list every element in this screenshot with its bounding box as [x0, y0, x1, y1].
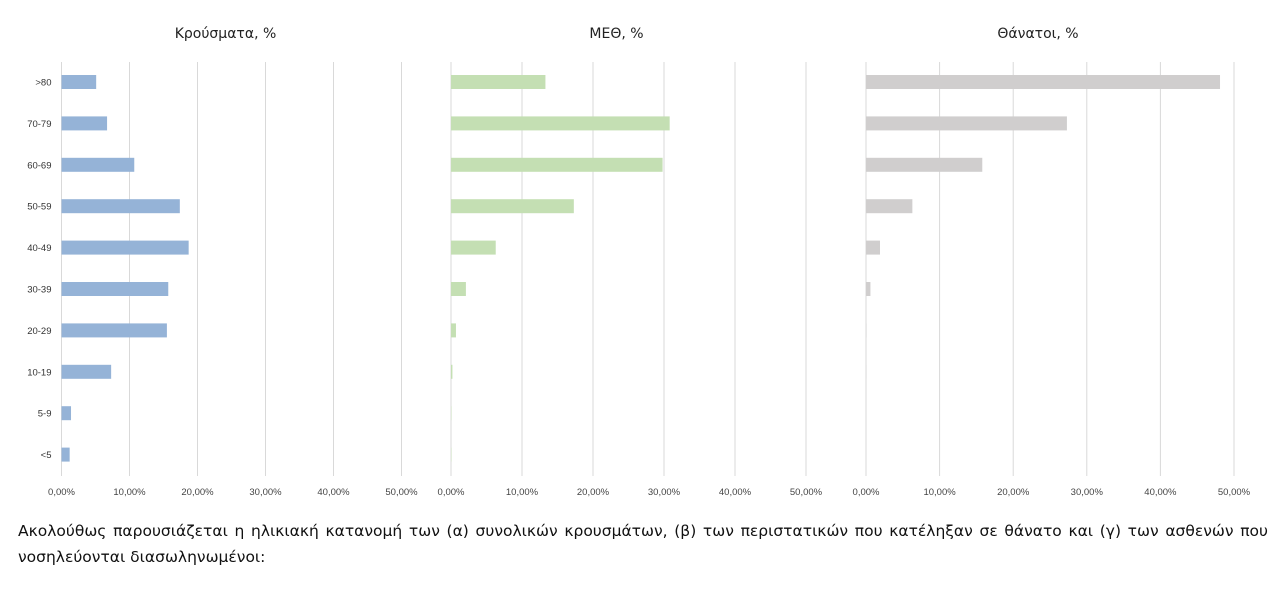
bar-5_9 [61, 406, 72, 421]
bar-_80 [451, 75, 546, 89]
bar-60_69 [866, 157, 983, 172]
x-tick-label: 0,00% [853, 487, 880, 498]
bar-40_49 [61, 240, 189, 255]
x-tick-label: 50,00% [385, 487, 418, 498]
bar-_5 [61, 447, 70, 462]
x-tick-label: 50,00% [790, 487, 823, 498]
x-tick-label: 20,00% [181, 487, 214, 498]
x-tick-label: 20,00% [577, 487, 610, 498]
x-tick-label: 10,00% [506, 487, 539, 498]
bar-40_49 [866, 240, 880, 255]
bar-30_39 [866, 282, 871, 296]
x-tick-label: 40,00% [719, 487, 752, 498]
x-tick-label: 20,00% [997, 487, 1030, 498]
bar-60_69 [451, 157, 663, 172]
bar-_80 [61, 75, 97, 89]
category-label: 10-19 [27, 367, 51, 378]
caption-text: Ακολούθως παρουσιάζεται η ηλικιακή καταν… [18, 522, 1268, 566]
bar-50_59 [866, 199, 913, 214]
x-tick-label: 30,00% [1071, 487, 1104, 498]
bar-70_79 [866, 116, 1067, 131]
age-distribution-charts: Κρούσματα, % 0,00% 10,00% 20,00% 30,00% 40,00… [27, 26, 1251, 498]
x-tick-label: 30,00% [648, 487, 681, 498]
x-tick-label: 40,00% [1144, 487, 1177, 498]
x-tick-label: 10,00% [923, 487, 956, 498]
bar-_80 [866, 75, 1221, 89]
chart-title: Θάνατοι, % [997, 26, 1078, 42]
x-tick-label: 10,00% [113, 487, 146, 498]
bar-20_29 [61, 323, 167, 338]
bar-30_39 [61, 282, 169, 296]
bar-50_59 [61, 199, 180, 214]
bar-60_69 [61, 157, 135, 172]
bar-30_39 [451, 282, 466, 296]
x-tick-label: 30,00% [249, 487, 282, 498]
bar-10_19 [451, 364, 453, 379]
category-label: 30-39 [27, 285, 51, 296]
category-label: 70-79 [27, 119, 51, 130]
category-label: 20-29 [27, 326, 51, 337]
x-tick-label: 0,00% [48, 487, 75, 498]
bar-20_29 [451, 323, 456, 338]
bar-50_59 [451, 199, 574, 214]
category-label: >80 [35, 78, 51, 89]
category-label: 5-9 [38, 409, 52, 420]
category-label: 40-49 [27, 243, 51, 254]
chart-title: Κρούσματα, % [175, 26, 277, 42]
bar-40_49 [451, 240, 496, 255]
bar-70_79 [61, 116, 108, 131]
x-tick-label: 50,00% [1218, 487, 1251, 498]
chart-title: ΜΕΘ, % [589, 26, 643, 42]
bar-10_19 [61, 364, 112, 379]
category-label: <5 [41, 450, 52, 461]
x-tick-label: 40,00% [317, 487, 350, 498]
x-tick-label: 0,00% [438, 487, 465, 498]
bar-70_79 [451, 116, 670, 131]
category-label: 50-59 [27, 202, 51, 213]
category-label: 60-69 [27, 160, 51, 171]
